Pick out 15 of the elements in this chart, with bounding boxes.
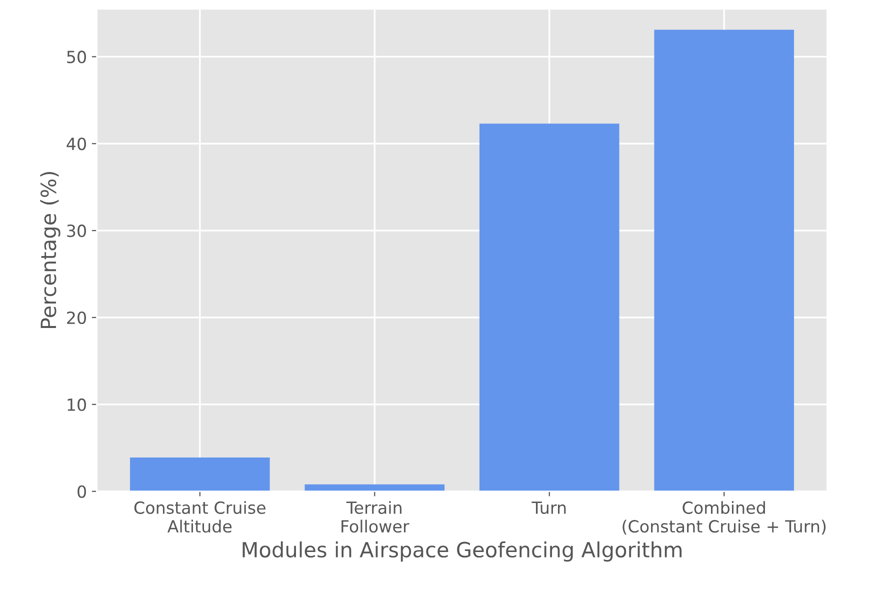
- x-tick-label: Combined (Constant Cruise + Turn): [622, 501, 826, 535]
- y-tick-label: 40: [66, 138, 86, 150]
- y-tick-label: 20: [67, 311, 86, 324]
- bar: [130, 457, 270, 492]
- x-tick-label: Constant Cruise Altitude: [134, 501, 266, 533]
- y-tick-label: 50: [67, 50, 86, 64]
- bar: [479, 124, 620, 492]
- x-axis-title: Modules in Airspace Geofencing Algorithm: [242, 541, 682, 562]
- bar: [654, 30, 794, 492]
- y-tick-label: 30: [67, 224, 86, 238]
- x-tick-label: Turn: [532, 502, 566, 514]
- x-tick-label: Terrain Follower: [342, 501, 410, 533]
- y-tick-label: 10: [68, 398, 86, 411]
- y-tick-label: 0: [78, 485, 86, 498]
- y-axis-title: Percentage (%): [40, 172, 60, 328]
